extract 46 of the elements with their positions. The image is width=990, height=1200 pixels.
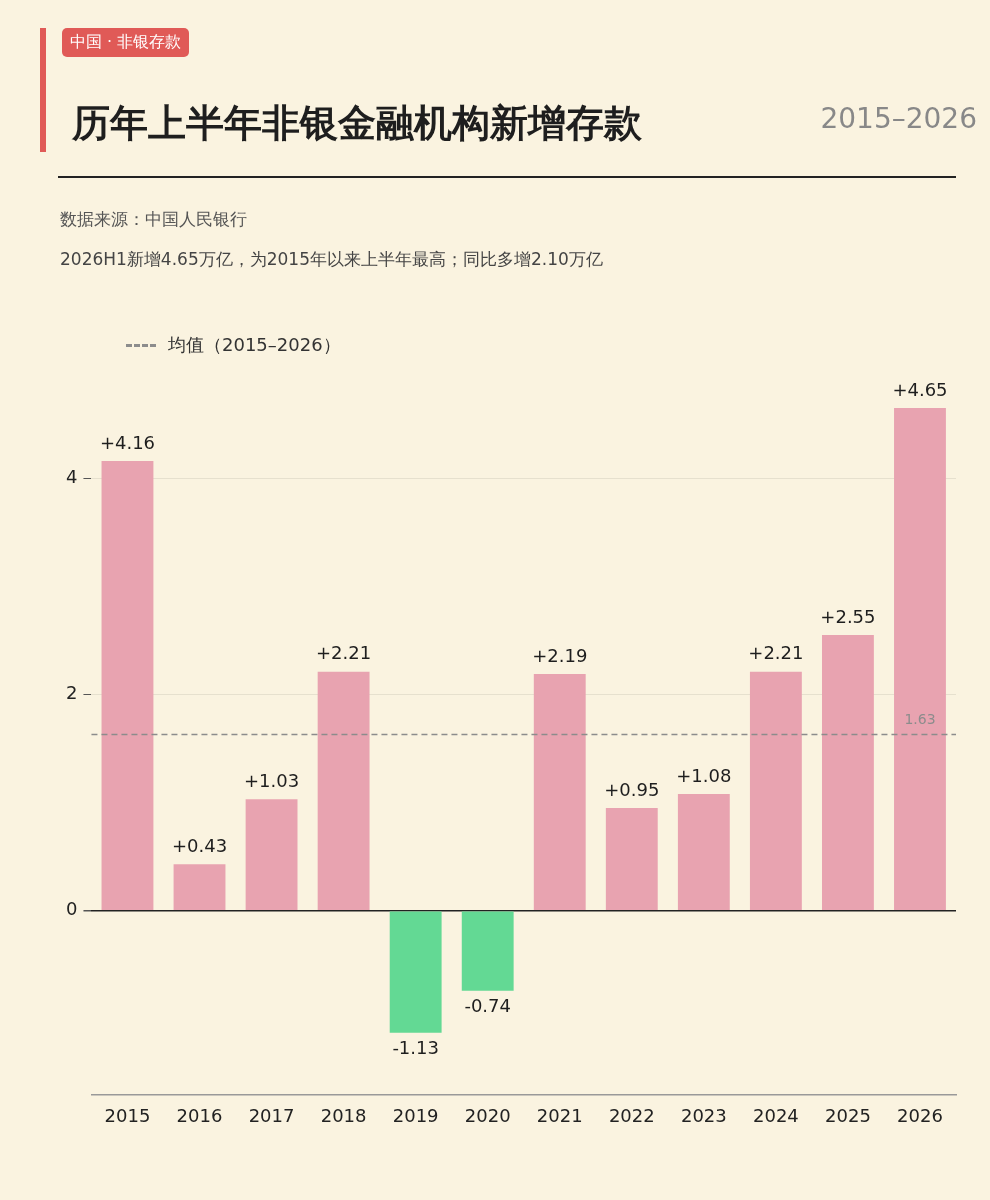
data-label: +2.19 xyxy=(532,644,588,666)
bar xyxy=(389,911,442,1033)
data-label: +0.43 xyxy=(171,834,228,856)
text: 中国 · 非银存款 xyxy=(62,28,190,57)
x-tick-label: 2023 xyxy=(680,1104,727,1126)
x-tick-label: 2025 xyxy=(825,1104,871,1126)
x-tick-label: 2021 xyxy=(536,1104,583,1126)
x-tick-label: 2022 xyxy=(608,1104,655,1126)
bar xyxy=(533,673,586,910)
data-label: +2.21 xyxy=(316,642,372,664)
data-label: +4.65 xyxy=(892,378,948,400)
x-tick-label: 2017 xyxy=(248,1104,295,1126)
x-tick-label: 2020 xyxy=(464,1104,511,1126)
x-tick-label: 2026 xyxy=(897,1104,943,1126)
bar xyxy=(101,460,154,910)
data-label: +0.95 xyxy=(604,778,660,800)
data-label: -1.13 xyxy=(392,1037,439,1059)
y-tick-label: 0 xyxy=(66,898,78,920)
bar xyxy=(677,793,730,910)
bar xyxy=(461,911,514,991)
bar xyxy=(749,671,802,910)
annotation: 1.63 xyxy=(904,711,936,728)
bar xyxy=(317,671,370,910)
data-label: +4.16 xyxy=(99,431,156,453)
bar xyxy=(173,864,226,910)
chart-subtitle: 2015–2026 xyxy=(820,102,977,135)
data-label: -0.74 xyxy=(464,995,511,1017)
bar xyxy=(605,807,658,910)
x-tick-label: 2024 xyxy=(752,1104,799,1126)
text: 2026H1新增4.65万亿，为2015年以来上半年最高；同比多增2.10万亿 xyxy=(60,248,603,271)
x-tick-label: 2015 xyxy=(104,1104,151,1126)
y-tick-label: 4 xyxy=(66,465,78,487)
data-label: +1.08 xyxy=(676,764,732,786)
chart-title: 历年上半年非银金融机构新增存款 xyxy=(72,100,642,147)
data-label: +2.21 xyxy=(748,642,804,664)
bar xyxy=(894,408,946,910)
source-note: 数据来源：中国人民银行 xyxy=(60,208,247,231)
x-tick-label: 2019 xyxy=(392,1104,439,1126)
bar xyxy=(245,799,298,910)
data-label: +1.03 xyxy=(243,769,300,791)
bar xyxy=(822,635,874,910)
data-label: +2.55 xyxy=(820,605,876,627)
x-tick-label: 2016 xyxy=(176,1104,223,1126)
x-tick-label: 2018 xyxy=(320,1104,367,1126)
legend-label: 均值（2015–2026） xyxy=(168,333,341,357)
y-tick-label: 2 xyxy=(66,682,78,704)
